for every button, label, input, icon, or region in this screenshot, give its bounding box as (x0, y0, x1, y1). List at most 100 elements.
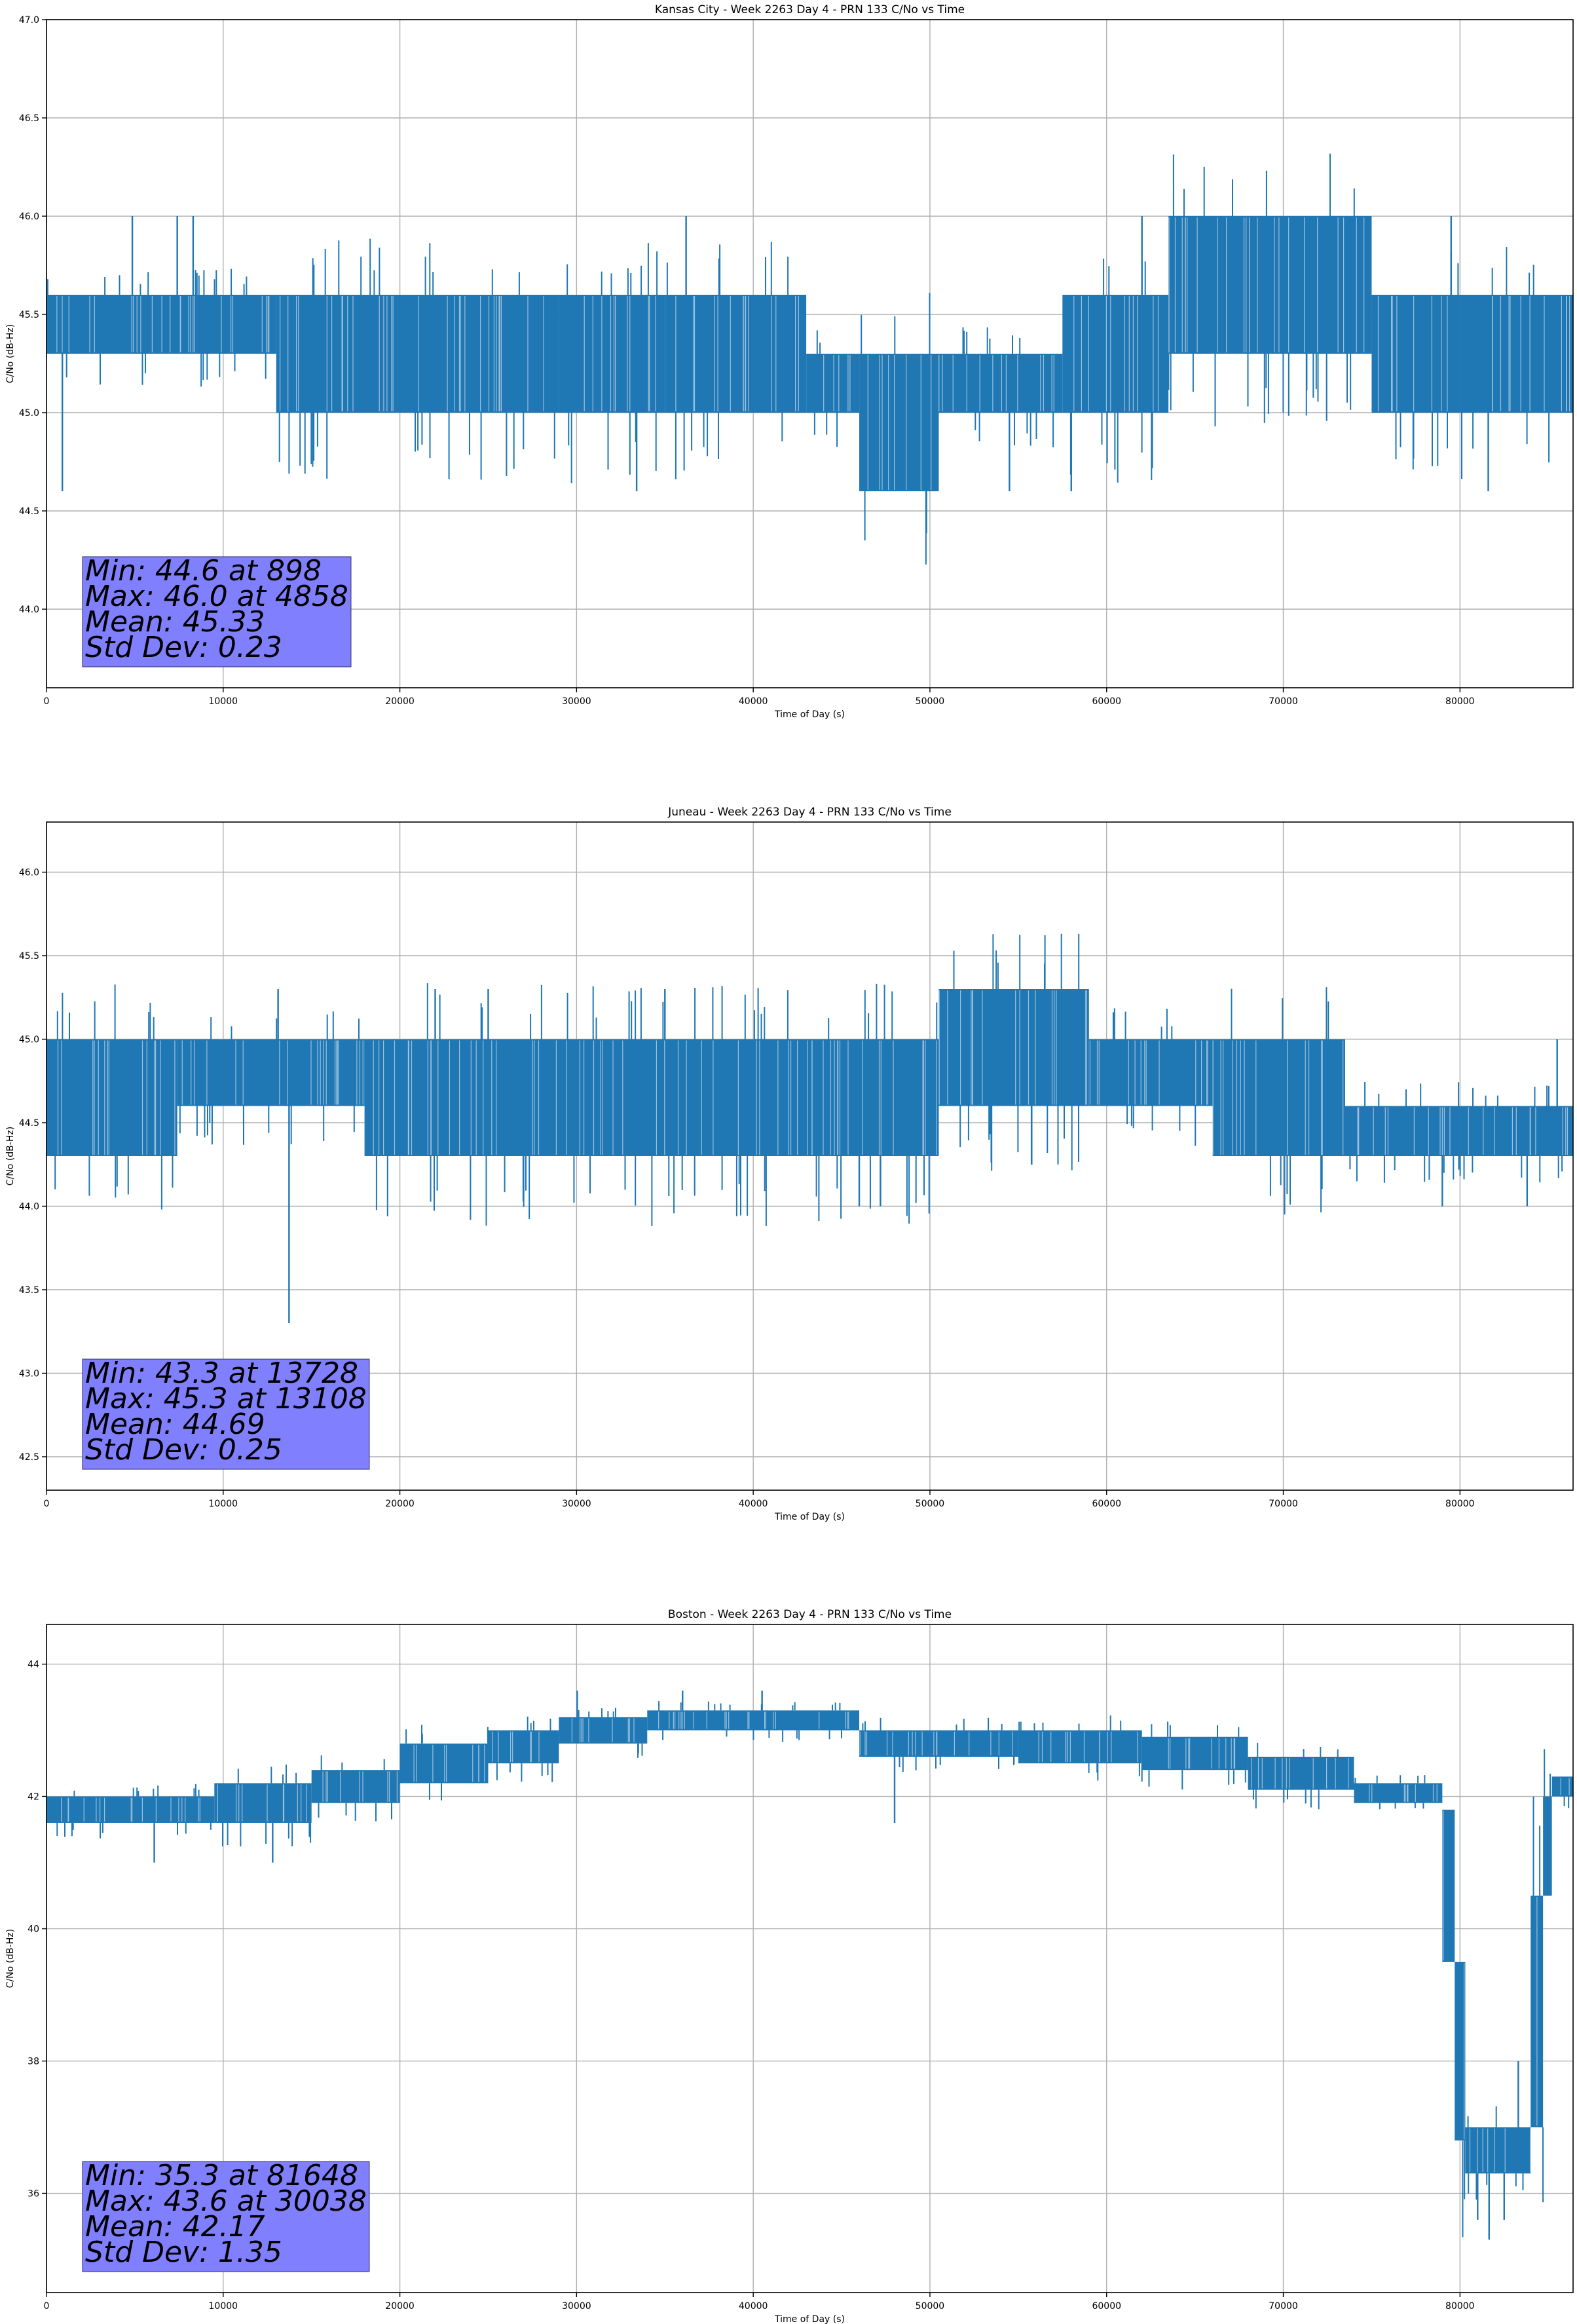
signal-gaps (61, 1712, 1570, 2173)
signal-band (46, 1796, 215, 1823)
signal-band (1455, 1962, 1466, 2141)
signal-band (382, 295, 559, 413)
series-line (46, 933, 1573, 1323)
signal-band (1460, 295, 1573, 413)
signal-band (177, 1039, 365, 1106)
series-line (46, 1690, 1573, 2240)
x-tick-label: 70000 (1269, 696, 1298, 707)
signal-band (1141, 1736, 1248, 1771)
x-axis-label: Time of Day (s) (774, 1512, 845, 1522)
x-tick-label: 60000 (1092, 1499, 1121, 1509)
y-tick-label: 43.5 (19, 1285, 39, 1296)
x-tick-label: 30000 (562, 696, 591, 707)
signal-band (1442, 1809, 1455, 1962)
y-tick-label: 46.0 (19, 212, 39, 222)
signal-band (559, 295, 665, 413)
y-tick-label: 42.5 (19, 1452, 39, 1463)
y-tick-label: 38 (28, 2057, 39, 2067)
series-line (46, 153, 1573, 565)
x-tick-label: 20000 (385, 696, 415, 707)
y-tick-label: 45.5 (19, 310, 39, 320)
x-tick-label: 70000 (1269, 2301, 1298, 2312)
signal-band (1018, 1730, 1142, 1764)
chart-title: Juneau - Week 2263 Day 4 - PRN 133 C/No … (667, 806, 952, 819)
signal-band (532, 1039, 665, 1156)
signal-band (311, 1770, 400, 1803)
x-tick-label: 50000 (916, 1499, 945, 1509)
x-tick-label: 40000 (739, 696, 768, 707)
y-tick-label: 47.0 (19, 15, 39, 26)
x-tick-label: 10000 (209, 2301, 238, 2312)
signal-band (1345, 1106, 1460, 1156)
signal-gaps (56, 217, 1570, 490)
signal-band (364, 1039, 532, 1156)
signal-band (276, 295, 382, 413)
signal-band (1248, 1756, 1354, 1790)
signal-band (1168, 216, 1372, 354)
x-tick-label: 50000 (916, 696, 945, 707)
signal-band (1551, 1776, 1573, 1797)
stats-line: Mean: 45.33 (85, 605, 265, 639)
x-tick-label: 80000 (1445, 2301, 1475, 2312)
x-axis-label: Time of Day (s) (774, 709, 845, 720)
signal-band (1354, 1783, 1443, 1803)
signal-band (399, 1743, 489, 1784)
y-tick-label: 45.0 (19, 408, 39, 419)
signal-band (859, 354, 939, 491)
signal-band (938, 989, 1089, 1106)
x-tick-label: 10000 (209, 1499, 238, 1509)
signal-texture (56, 1701, 1570, 2238)
x-tick-label: 80000 (1445, 696, 1475, 707)
signal-band (665, 1039, 895, 1156)
signal-gaps (57, 990, 1573, 1155)
y-tick-label: 44 (28, 1660, 39, 1670)
chart-panel-3: 0 10000 20000 30000 40000 50000 60000 70000 8000… (5, 1608, 1574, 2324)
x-tick-label: 50000 (916, 2301, 945, 2312)
stats-line: Min: 35.3 at 81648 (85, 2159, 358, 2192)
signal-band (1543, 1796, 1552, 1896)
x-tick-label: 0 (44, 1499, 50, 1509)
x-tick-label: 40000 (739, 2301, 768, 2312)
stats-line: Std Dev: 0.23 (85, 631, 282, 664)
y-tick-label: 46.0 (19, 868, 39, 878)
x-tick-label: 40000 (739, 1499, 768, 1509)
y-axis-label: C/No (dB-Hz) (5, 1929, 16, 1988)
x-axis-label: Time of Day (s) (774, 2314, 845, 2324)
stats-line: Mean: 42.17 (85, 2210, 265, 2243)
axes-frame (46, 1624, 1574, 2293)
x-tick-label: 30000 (562, 2301, 591, 2312)
signal-band (859, 1730, 1018, 1757)
y-tick-label: 45.5 (19, 951, 39, 962)
stats-line: Std Dev: 0.25 (85, 1433, 282, 1467)
stats-line: Mean: 44.69 (85, 1408, 265, 1441)
y-tick-label: 44.5 (19, 506, 39, 517)
y-tick-label: 44.0 (19, 1202, 39, 1212)
x-tick-label: 10000 (209, 696, 238, 707)
signal-band (488, 1730, 559, 1764)
chart-title: Boston - Week 2263 Day 4 - PRN 133 C/No … (668, 1608, 952, 1621)
stats-box-background (82, 1359, 370, 1470)
signal-band (665, 295, 807, 413)
stats-line: Max: 43.6 at 30038 (85, 2184, 367, 2218)
y-tick-label: 40 (28, 1924, 39, 1935)
y-tick-label: 44.0 (19, 605, 39, 615)
signal-band (559, 1717, 648, 1744)
signal-band (1371, 295, 1460, 413)
signal-texture (46, 153, 1550, 565)
stats-box-background (82, 556, 352, 667)
signal-band (1062, 295, 1169, 413)
x-tick-label: 20000 (385, 2301, 415, 2312)
signal-texture (54, 933, 1563, 1226)
chart-panel-2: 0 10000 20000 30000 40000 50000 60000 70000 8000… (5, 806, 1574, 1522)
signal-band (46, 1039, 177, 1156)
signal-band (806, 354, 860, 413)
signal-band (46, 295, 276, 354)
y-tick-label: 36 (28, 2189, 39, 2200)
y-axis-label: C/No (dB-Hz) (5, 1127, 16, 1186)
y-tick-label: 45.0 (19, 1035, 39, 1045)
chart-title: Kansas City - Week 2263 Day 4 - PRN 133 … (655, 3, 965, 16)
stats-line: Min: 43.3 at 13728 (85, 1357, 358, 1390)
signal-band (214, 1783, 312, 1823)
